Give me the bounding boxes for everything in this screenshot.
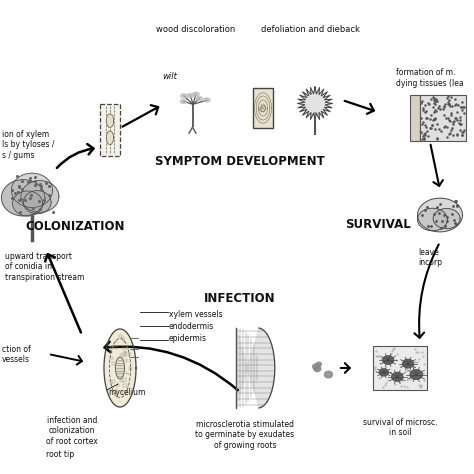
- Polygon shape: [193, 92, 199, 96]
- Bar: [112, 380, 115, 383]
- Polygon shape: [11, 173, 53, 208]
- Bar: [126, 347, 128, 349]
- Polygon shape: [180, 100, 187, 103]
- Text: endodermis: endodermis: [169, 322, 214, 331]
- Polygon shape: [314, 366, 321, 372]
- Text: wood discoloration: wood discoloration: [156, 25, 236, 34]
- Text: formation of m.: formation of m.: [396, 68, 456, 77]
- Bar: [117, 384, 119, 387]
- Polygon shape: [23, 191, 51, 214]
- Polygon shape: [1, 180, 45, 216]
- Bar: [110, 357, 113, 359]
- Bar: [420, 95, 466, 141]
- Text: survival of microsc.
in soil: survival of microsc. in soil: [363, 418, 437, 438]
- Polygon shape: [325, 371, 332, 378]
- Polygon shape: [196, 97, 202, 100]
- Polygon shape: [313, 364, 319, 369]
- Bar: [116, 389, 117, 392]
- Text: mycelium: mycelium: [108, 388, 146, 397]
- Polygon shape: [392, 373, 403, 381]
- Text: dying tissues (lea: dying tissues (lea: [396, 79, 464, 88]
- Bar: [119, 335, 122, 337]
- Polygon shape: [383, 356, 393, 365]
- Bar: [124, 384, 127, 387]
- Text: root tip: root tip: [46, 450, 74, 459]
- Bar: [126, 353, 129, 356]
- Bar: [126, 373, 128, 374]
- Bar: [115, 394, 117, 396]
- Text: epidermis: epidermis: [169, 334, 207, 343]
- Polygon shape: [21, 181, 59, 212]
- Bar: [119, 391, 123, 393]
- Bar: [123, 355, 125, 356]
- Text: ction of
vessels: ction of vessels: [2, 345, 31, 365]
- Bar: [128, 353, 131, 355]
- Polygon shape: [13, 191, 43, 216]
- Bar: [115, 392, 118, 393]
- Text: SYMPTOM DEVELOPMENT: SYMPTOM DEVELOPMENT: [155, 155, 325, 168]
- Polygon shape: [433, 209, 460, 229]
- Bar: [110, 350, 112, 353]
- Text: ion of xylem
ls by tyloses /
s / gums: ion of xylem ls by tyloses / s / gums: [2, 130, 55, 160]
- Text: infection and
colonization
of root cortex: infection and colonization of root corte…: [46, 416, 98, 446]
- Bar: [109, 381, 112, 384]
- Text: leave
incorp: leave incorp: [418, 248, 442, 267]
- Polygon shape: [104, 329, 136, 407]
- Bar: [123, 378, 126, 382]
- Bar: [129, 367, 132, 370]
- Bar: [121, 337, 125, 339]
- Text: xylem vessels: xylem vessels: [169, 310, 223, 319]
- Bar: [410, 95, 420, 141]
- Polygon shape: [116, 357, 125, 379]
- Text: defoliation and dieback: defoliation and dieback: [261, 25, 359, 34]
- Polygon shape: [418, 198, 463, 232]
- Bar: [253, 88, 273, 128]
- Bar: [123, 340, 125, 342]
- Bar: [373, 346, 427, 390]
- Bar: [115, 341, 117, 343]
- Bar: [120, 380, 123, 383]
- Bar: [124, 351, 126, 353]
- Bar: [123, 352, 126, 355]
- Polygon shape: [410, 370, 422, 380]
- Text: SURVIVAL: SURVIVAL: [345, 218, 411, 231]
- Bar: [126, 359, 128, 362]
- Bar: [112, 362, 115, 365]
- Polygon shape: [236, 328, 275, 408]
- Polygon shape: [106, 114, 114, 128]
- Bar: [115, 346, 118, 349]
- Polygon shape: [418, 208, 447, 231]
- Polygon shape: [181, 94, 187, 98]
- Bar: [122, 347, 125, 349]
- Polygon shape: [402, 359, 414, 368]
- Bar: [120, 354, 122, 356]
- Polygon shape: [204, 98, 210, 102]
- Polygon shape: [379, 369, 388, 376]
- Polygon shape: [298, 87, 333, 120]
- Text: upward transport
of conidia in
transpiration stream: upward transport of conidia in transpira…: [5, 252, 84, 282]
- Bar: [100, 104, 120, 156]
- Text: COLONIZATION: COLONIZATION: [25, 220, 125, 233]
- Polygon shape: [187, 93, 194, 98]
- Polygon shape: [316, 362, 321, 366]
- Text: microsclerotia stimulated
to germinate by exudates
of growing roots: microsclerotia stimulated to germinate b…: [195, 420, 294, 450]
- Text: INFECTION: INFECTION: [204, 292, 276, 305]
- Bar: [110, 346, 114, 347]
- Polygon shape: [106, 131, 114, 145]
- Text: wilt: wilt: [163, 72, 177, 81]
